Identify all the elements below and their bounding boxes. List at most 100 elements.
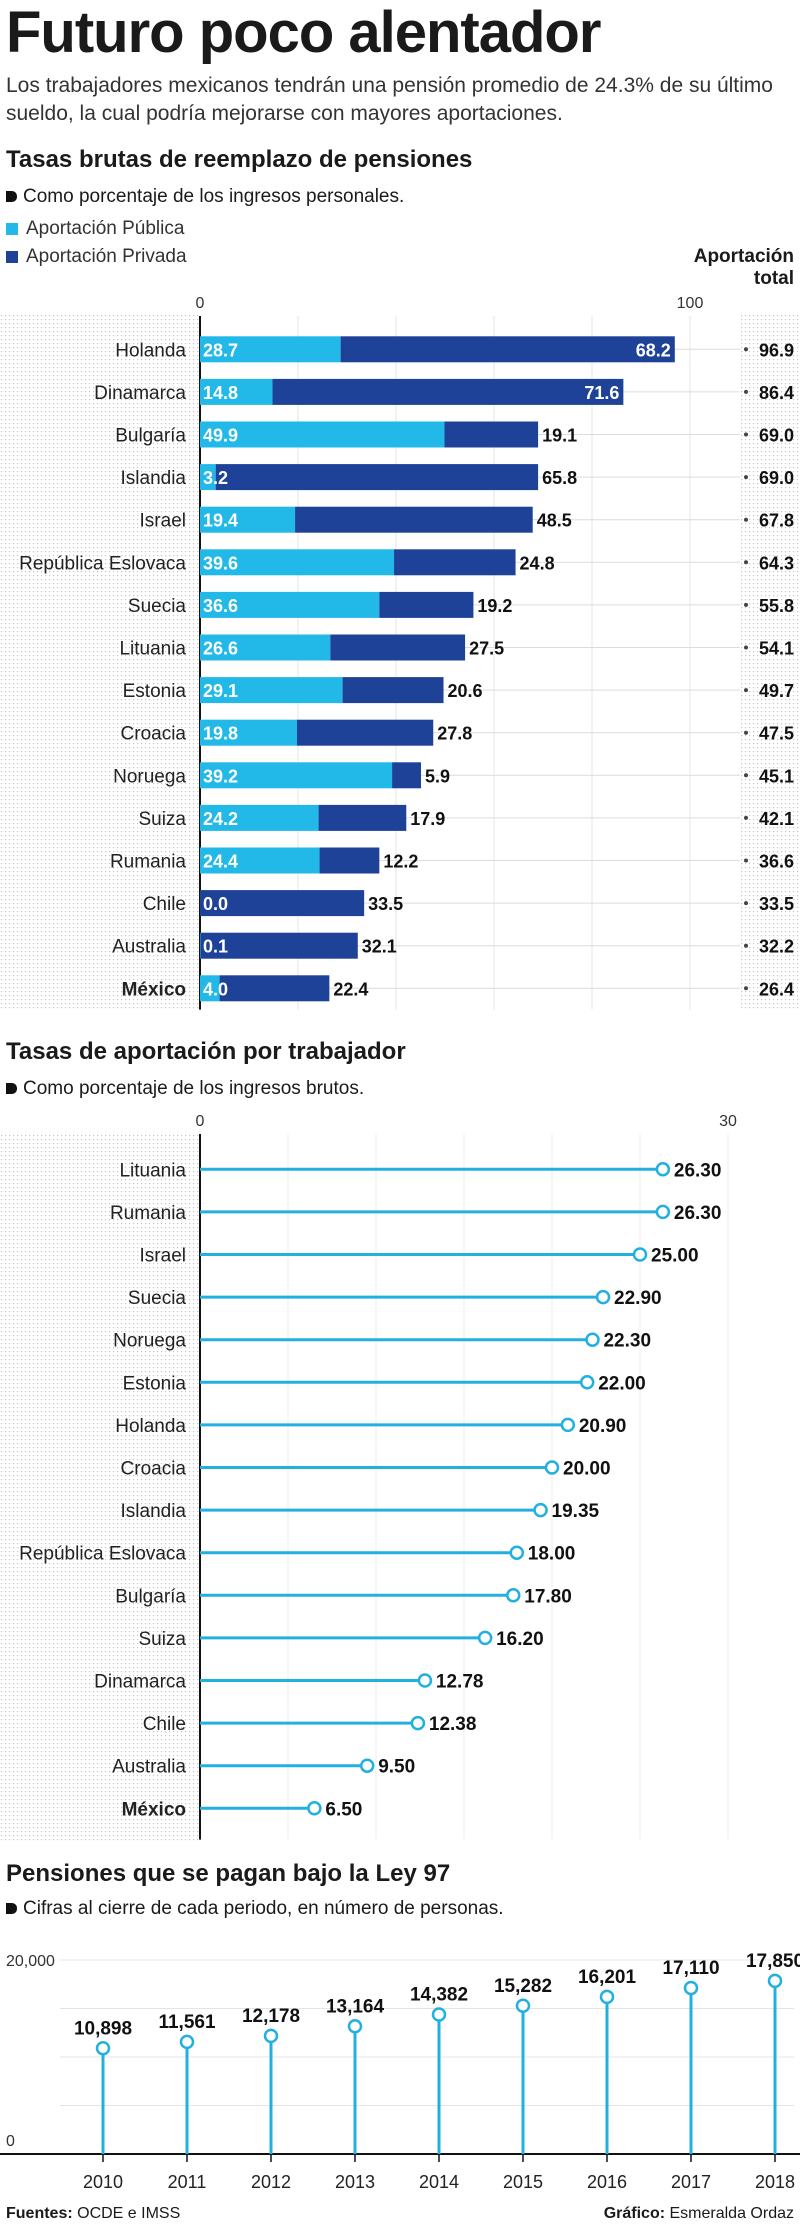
chart2-note-text: Como porcentaje de los ingresos brutos. (23, 1078, 365, 1099)
chart-pension-replacement: 0 100 Holanda 28.7 68.2 96.9 Dinamarca 14.8 71.6… (0, 295, 800, 1010)
bar-public-value: 49.9 (203, 426, 238, 446)
legend-item-public: Aportación Pública (6, 218, 184, 240)
total-value: 26.4 (759, 979, 794, 999)
bar-public (200, 975, 220, 1002)
chart3-heading: Pensiones que se pagan bajo la Ley 97 (6, 1860, 451, 1887)
total-dot (744, 943, 748, 948)
x-axis-tick-label: 2014 (419, 2172, 459, 2192)
category-label: Rumania (110, 852, 186, 873)
legend-swatch-private (6, 251, 18, 263)
bar-public-value: 24.2 (203, 809, 238, 829)
lollipop-point (307, 1801, 322, 1816)
graphic-value: Esmeralda Ordaz (669, 2205, 795, 2222)
bullet-icon (6, 191, 17, 202)
bar-private (272, 378, 624, 405)
bar-private (340, 336, 675, 363)
bar-private (392, 762, 421, 789)
lollipop-point (179, 2034, 195, 2050)
total-dot (744, 560, 748, 565)
lollipop-point (655, 1162, 671, 1177)
bar-private-value: 19.2 (477, 596, 512, 616)
total-dot (744, 730, 748, 735)
bar-private-value: 24.8 (520, 553, 555, 573)
category-label: Noruega (113, 1331, 186, 1352)
bar-public (200, 421, 445, 448)
lollipop-value: 9.50 (378, 1757, 415, 1778)
sources-value: OCDE e IMSS (77, 2205, 181, 2222)
bullet-icon (6, 1083, 17, 1094)
category-label: Estonia (123, 1373, 187, 1394)
total-header-line2: total (753, 268, 794, 289)
chart3-note: Cifras al cierre de cada periodo, en núm… (6, 1898, 504, 1920)
category-label: República Eslovaca (19, 1544, 186, 1565)
x-axis-tick-label: 2013 (335, 2172, 375, 2192)
bar-private-value: 27.8 (437, 724, 472, 744)
total-header-line1: Aportación (693, 246, 794, 267)
bar-public-value: 36.6 (203, 596, 238, 616)
chart-contribution-rates: 0 30 Lituania 26.30 Rumania 26.30 Israel 25.00 S… (0, 1113, 737, 1842)
total-dot (744, 517, 748, 522)
bar-public-value: 26.6 (203, 639, 238, 659)
legend-item-private: Aportación Privada (6, 246, 187, 268)
lollipop-value: 20.00 (563, 1459, 611, 1480)
bar-private (295, 506, 533, 533)
bar-private-value: 33.5 (368, 894, 403, 914)
category-label: República Eslovaca (19, 553, 186, 574)
lollipop-value: 22.00 (598, 1373, 646, 1394)
lollipop-value: 12,178 (242, 2006, 300, 2027)
bar-private (342, 677, 444, 704)
category-label: Chile (143, 1714, 186, 1735)
category-label: México (122, 1799, 186, 1820)
lollipop-value: 25.00 (651, 1246, 699, 1267)
total-value: 54.1 (759, 639, 794, 659)
lollipop-value: 22.90 (614, 1288, 662, 1309)
category-label: Rumania (110, 1203, 186, 1224)
chart1-note-text: Como porcentaje de los ingresos personal… (23, 186, 405, 207)
bar-public (200, 719, 298, 746)
total-value: 64.3 (759, 553, 794, 573)
category-label: Bulgaría (115, 426, 186, 447)
bar-private (444, 421, 539, 448)
total-dot (744, 858, 748, 863)
total-dot (744, 602, 748, 607)
total-dot (744, 901, 748, 906)
lollipop-point (767, 1973, 783, 1989)
category-label: Suecia (128, 1288, 187, 1309)
category-label: Israel (140, 511, 186, 532)
lollipop-point (595, 1289, 611, 1305)
bar-public-value: 39.6 (203, 553, 238, 573)
lollipop-point (359, 1758, 375, 1773)
chart3-note-text: Cifras al cierre de cada periodo, en núm… (23, 1898, 504, 1919)
bar-private-value: 5.9 (425, 766, 450, 786)
total-value: 67.8 (759, 511, 794, 531)
lollipop-value: 18.00 (528, 1544, 576, 1565)
x-axis-tick-label: 2018 (755, 2172, 795, 2192)
bar-public-value: 28.7 (203, 340, 238, 360)
bar-private-value: 19.1 (542, 426, 577, 446)
lollipop-value: 17,110 (662, 1958, 719, 1979)
y-axis-tick-label: 20,000 (6, 1953, 55, 1970)
bar-public-value: 29.1 (203, 681, 238, 701)
x-axis-tick-label: 100 (677, 295, 704, 312)
total-dot (744, 389, 748, 394)
lollipop-point (655, 1204, 671, 1220)
lollipop-value: 17,850 (746, 1951, 800, 1972)
lollipop-value: 16,201 (578, 1967, 637, 1988)
category-label: Suecia (128, 596, 187, 617)
legend-label-public: Aportación Pública (26, 218, 185, 239)
category-label: Estonia (123, 681, 187, 702)
bar-public (200, 378, 273, 405)
lollipop-point (560, 1417, 576, 1433)
lollipop-value: 15,282 (494, 1976, 552, 1997)
lollipop-point (632, 1247, 648, 1262)
category-label: Israel (140, 1246, 186, 1267)
lollipop-value: 26.30 (674, 1203, 722, 1224)
category-label: Suiza (138, 809, 186, 830)
bar-private-value: 12.2 (383, 852, 418, 872)
bar-public-value: 14.8 (203, 383, 238, 403)
bar-public (200, 549, 395, 576)
legend-label-private: Aportación Privada (26, 246, 187, 267)
label-panel-background (0, 1132, 200, 1842)
lollipop-point (477, 1630, 493, 1646)
bar-private (394, 549, 516, 576)
